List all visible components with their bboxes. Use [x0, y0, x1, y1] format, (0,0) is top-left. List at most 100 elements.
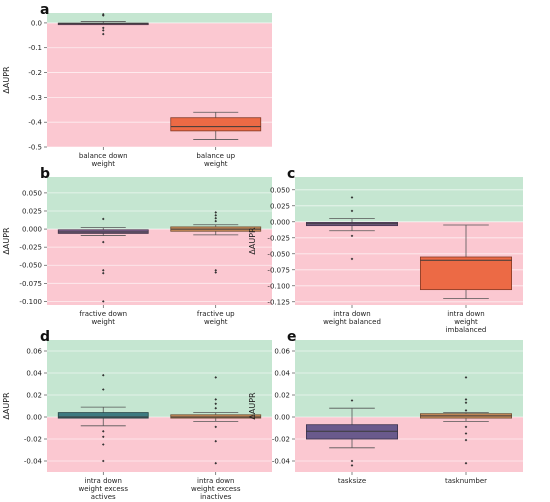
- x-tick-label: weight balanced: [323, 318, 381, 326]
- outlier-point: [214, 402, 218, 406]
- x-tick-label: weight: [91, 160, 115, 168]
- y-tick-label: -0.050: [267, 250, 290, 258]
- panel-c: 0.050 0.025 0.000 -0.025 -0.050 -0.075 -0.100 -…: [248, 166, 523, 334]
- x-tick-label: fractive down: [79, 310, 127, 318]
- panel-letter: b: [40, 166, 50, 182]
- outlier-point: [101, 430, 105, 433]
- y-tick-label: -0.050: [19, 262, 42, 270]
- x-tick-label: tasknumber: [445, 477, 487, 485]
- x-tick-label: weight: [454, 318, 478, 326]
- x-tick-label: weight: [91, 318, 115, 326]
- positive-region: [47, 177, 272, 230]
- positive-region: [295, 177, 523, 222]
- outlier-point: [101, 14, 105, 17]
- box-body: [170, 414, 262, 419]
- negative-region: [47, 229, 272, 305]
- x-tick-label: inactives: [200, 493, 232, 501]
- y-tick-label: -0.025: [19, 244, 42, 252]
- x-tick-label: intra down: [197, 477, 234, 485]
- box-1: tasknumber: [419, 376, 512, 485]
- y-tick-label: -0.02: [272, 436, 290, 444]
- box-0: tasksize: [305, 399, 398, 485]
- outlier-point: [101, 32, 105, 36]
- panel-b: 0.050 0.025 0.000 -0.025 -0.050 -0.075 -0.100 Δ…: [2, 166, 272, 326]
- outlier-point: [101, 268, 105, 272]
- y-tick-label: 0.00: [274, 414, 290, 422]
- outlier-point: [214, 216, 218, 220]
- positive-region: [47, 340, 272, 417]
- box-body: [419, 256, 512, 291]
- outlier-point: [350, 234, 354, 238]
- x-tick-label: intra down: [447, 310, 484, 318]
- outlier-point: [214, 425, 218, 429]
- y-tick-label: 0.02: [274, 392, 290, 400]
- y-axis-label: ΔAUPR: [2, 227, 11, 255]
- outlier-point: [214, 214, 218, 217]
- y-axis-label: ΔAUPR: [248, 227, 257, 255]
- outlier-point: [101, 435, 105, 439]
- outlier-point: [101, 373, 105, 377]
- panel-e: 0.06 0.04 0.02 0.00 -0.02 -0.04 ΔAUPR e tasksize…: [248, 329, 523, 485]
- outlier-point: [214, 271, 218, 274]
- outlier-point: [101, 240, 105, 244]
- x-tick-label: intra down: [85, 477, 122, 485]
- outlier-point: [350, 257, 354, 261]
- y-tick-label: -0.4: [28, 119, 42, 127]
- outlier-point: [464, 438, 468, 442]
- outlier-point: [214, 211, 218, 214]
- panel-letter: e: [287, 329, 297, 345]
- y-tick-label: -0.02: [24, 436, 42, 444]
- panel-d: 0.06 0.04 0.02 0.00 -0.02 -0.04 ΔAUPR d intra do…: [2, 329, 272, 501]
- outlier-point: [214, 376, 218, 379]
- outlier-point: [350, 196, 354, 199]
- outlier-point: [350, 459, 354, 463]
- negative-region: [47, 417, 272, 472]
- outlier-point: [214, 461, 218, 465]
- outlier-point: [101, 443, 105, 446]
- outlier-point: [464, 432, 468, 435]
- y-tick-label: -0.5: [28, 144, 42, 152]
- x-tick-label: balance down: [79, 152, 128, 160]
- y-tick-label: -0.3: [28, 94, 42, 102]
- y-tick-label: -0.100: [19, 298, 42, 306]
- y-tick-label: 0.0: [31, 19, 42, 27]
- outlier-point: [350, 464, 354, 467]
- y-tick-label: -0.075: [19, 280, 42, 288]
- y-tick-label: 0.06: [26, 348, 42, 356]
- x-tick-label: imbalanced: [446, 326, 487, 334]
- x-tick-label: actives: [91, 493, 116, 501]
- x-tick-label: tasksize: [338, 477, 366, 485]
- outlier-point: [101, 271, 105, 275]
- outlier-point: [350, 209, 354, 213]
- y-tick-label: 0.04: [26, 370, 42, 378]
- positive-region: [295, 340, 523, 417]
- x-tick-label: fractive up: [197, 310, 235, 318]
- y-tick-label: 0.025: [22, 207, 42, 215]
- panel-a: 0.0 -0.1 -0.2 -0.3 -0.4 -0.5 ΔAUPR a balance dow…: [2, 2, 272, 168]
- outlier-point: [350, 399, 354, 402]
- y-axis-label: ΔAUPR: [2, 66, 11, 94]
- outlier-point: [101, 29, 105, 32]
- outlier-point: [101, 388, 105, 391]
- positive-region: [47, 13, 272, 23]
- outlier-point: [214, 268, 218, 272]
- x-tick-label: weight: [204, 160, 228, 168]
- y-tick-label: -0.2: [28, 69, 42, 77]
- y-tick-label: 0.04: [274, 370, 290, 378]
- outlier-point: [214, 439, 218, 443]
- y-tick-label: 0.050: [270, 186, 290, 194]
- outlier-point: [464, 425, 468, 429]
- y-tick-label: -0.04: [272, 458, 291, 466]
- y-tick-label: -0.04: [24, 458, 43, 466]
- outlier-point: [464, 398, 468, 401]
- y-tick-label: -0.100: [267, 282, 290, 290]
- outlier-point: [101, 300, 105, 303]
- outlier-point: [101, 217, 105, 221]
- x-tick-label: intra down: [333, 310, 370, 318]
